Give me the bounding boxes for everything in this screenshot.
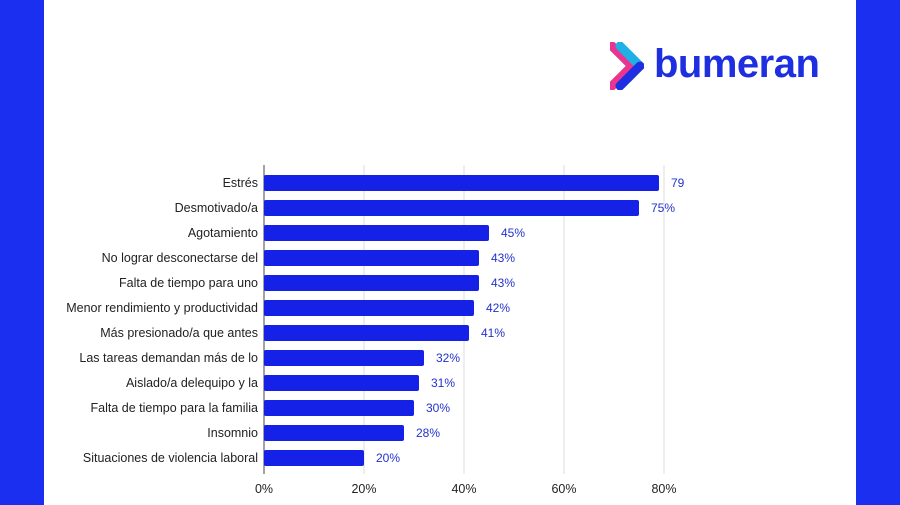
bar: [264, 175, 659, 191]
chevron-arrow-icon: [610, 42, 644, 90]
bar-chart: 0% 20% 40% 60% 80% Estrés 79 Desmotivado/a 75% Ag…: [66, 165, 685, 496]
category-label: Las tareas demandan más de lo: [79, 351, 258, 365]
logo-text: bumeran: [654, 42, 820, 86]
category-label: No lograr desconectarse del: [102, 251, 258, 265]
category-label: Estrés: [223, 176, 258, 190]
value-label: 30%: [426, 401, 450, 415]
value-label: 79: [671, 176, 685, 190]
value-label: 43%: [491, 251, 515, 265]
bar: [264, 400, 414, 416]
category-label: Agotamiento: [188, 226, 258, 240]
value-label: 42%: [486, 301, 510, 315]
x-tick-label: 0%: [255, 482, 273, 496]
bar: [264, 225, 489, 241]
x-tick-label: 20%: [351, 482, 376, 496]
value-label: 41%: [481, 326, 505, 340]
bar: [264, 200, 639, 216]
category-label: Desmotivado/a: [175, 201, 258, 215]
x-tick-label: 60%: [551, 482, 576, 496]
value-label: 28%: [416, 426, 440, 440]
value-label: 31%: [431, 376, 455, 390]
bar: [264, 250, 479, 266]
bar: [264, 350, 424, 366]
bar: [264, 425, 404, 441]
category-label: Aislado/a delequipo y la: [126, 376, 258, 390]
category-label: Menor rendimiento y productividad: [66, 301, 258, 315]
value-label: 20%: [376, 451, 400, 465]
category-label: Falta de tiempo para uno: [119, 276, 258, 290]
value-label: 75%: [651, 201, 675, 215]
bar: [264, 325, 469, 341]
category-label: Situaciones de violencia laboral: [83, 451, 258, 465]
category-label: Falta de tiempo para la familia: [91, 401, 258, 415]
bar: [264, 275, 479, 291]
bumeran-logo: bumeran: [610, 40, 840, 92]
x-tick-label: 40%: [451, 482, 476, 496]
x-tick-label: 80%: [651, 482, 676, 496]
bar: [264, 300, 474, 316]
category-label: Más presionado/a que antes: [100, 326, 258, 340]
value-label: 32%: [436, 351, 460, 365]
value-label: 43%: [491, 276, 515, 290]
bar: [264, 375, 419, 391]
value-label: 45%: [501, 226, 525, 240]
chart-panel: bumeran 0% 20% 40% 60% 80% Estrés 79 Desmotivad…: [44, 0, 856, 505]
category-label: Insomnio: [207, 426, 258, 440]
bar: [264, 450, 364, 466]
